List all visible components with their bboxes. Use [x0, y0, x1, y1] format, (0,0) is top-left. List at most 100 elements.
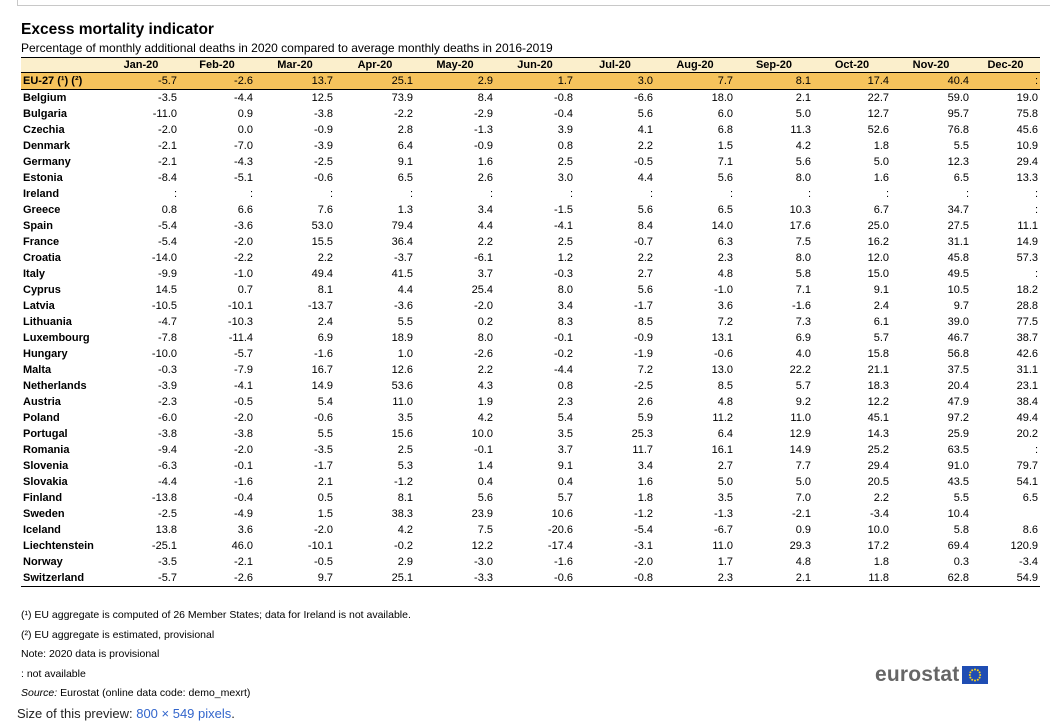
table-cell: -0.2 [394, 539, 413, 552]
table-cell: 21.1 [867, 363, 889, 376]
table-cell: 6.5 [953, 171, 969, 184]
table-cell: 5.5 [317, 427, 333, 440]
table-cell: -2.2 [394, 107, 413, 120]
table-cell: -3.1 [634, 539, 653, 552]
table-cell: 2.1 [317, 475, 333, 488]
table-cell: 8.1 [317, 283, 333, 296]
table-cell: -3.4 [870, 507, 889, 520]
table-cell: 0.9 [795, 523, 811, 536]
table-cell: 45.8 [947, 251, 969, 264]
table-cell: 12.2 [471, 539, 493, 552]
table-cell: 12.9 [789, 427, 811, 440]
table-cell: 6.7 [873, 203, 889, 216]
eurostat-logo: eurostat [875, 660, 989, 690]
table-cell: 13.3 [1016, 171, 1038, 184]
table-cell: -5.1 [234, 171, 253, 184]
table-cell: : [971, 72, 1040, 90]
table-cell: : [1034, 443, 1038, 456]
table-cell: -10.5 [151, 299, 177, 312]
country-name: Belgium [23, 91, 67, 104]
table-cell: -7.8 [158, 331, 177, 344]
table-cell: -3.3 [415, 570, 495, 587]
preview-size-line: Size of this preview: 800 × 549 pixels. [17, 706, 235, 721]
table-cell: -2.3 [158, 395, 177, 408]
table-cell: 2.8 [397, 123, 413, 136]
table-cell: 1.3 [397, 203, 413, 216]
table-cell: 0.9 [237, 107, 253, 120]
table-cell: 15.6 [391, 427, 413, 440]
country-name: Romania [23, 443, 70, 456]
table-cell: -3.5 [158, 91, 177, 104]
table-cell: -17.4 [547, 539, 573, 552]
table-cell: 0.0 [237, 123, 253, 136]
table-cell: 2.5 [557, 235, 573, 248]
table-cell: : [489, 187, 493, 200]
table-cell: -1.6 [792, 299, 811, 312]
table-cell: 6.9 [317, 331, 333, 344]
table-cell: 11.3 [790, 123, 811, 136]
country-name: Liechtenstein [23, 539, 94, 552]
table-cell: 15.0 [867, 267, 889, 280]
table-cell: 5.9 [637, 411, 653, 424]
table-cell: 11.1 [1017, 219, 1038, 232]
column-header: Jul-20 [575, 57, 655, 73]
footnote-2: (²) EU aggregate is estimated, provision… [21, 628, 215, 641]
table-cell: -4.3 [234, 155, 253, 168]
table-row: Denmark -2.1 -7.0 -3.9 6.4 -0.9 0.8 2.2 1.5 4.2 1.… [21, 138, 1040, 154]
table-cell: 8.6 [1022, 523, 1038, 536]
table-cell: -0.6 [495, 570, 575, 587]
table-cell: 2.2 [637, 139, 653, 152]
table-cell: 20.4 [947, 379, 969, 392]
table-cell: 4.4 [637, 171, 653, 184]
table-cell: 8.0 [795, 251, 811, 264]
table-cell: -2.6 [474, 347, 493, 360]
table-cell [971, 506, 1040, 522]
table-cell: 28.8 [1016, 299, 1038, 312]
table-cell: 1.0 [397, 347, 413, 360]
table-row: Italy -9.9 -1.0 49.4 41.5 3.7 -0.3 2.7 4.8 5.8 15.… [21, 266, 1040, 282]
table-cell: 6.5 [1022, 491, 1038, 504]
table-cell: -2.9 [474, 107, 493, 120]
table-cell: -2.0 [158, 123, 177, 136]
table-cell: 1.8 [873, 555, 889, 568]
footnotes: (¹) EU aggregate is computed of 26 Membe… [21, 606, 411, 704]
table-cell: 4.8 [717, 395, 733, 408]
table-cell: 91.0 [947, 459, 969, 472]
table-cell: 4.8 [795, 555, 811, 568]
table-cell: 4.1 [637, 123, 653, 136]
source-text: Eurostat (online data code: demo_mexrt) [57, 687, 251, 699]
table-cell: 17.6 [789, 219, 811, 232]
table-cell: 0.8 [557, 139, 573, 152]
table-cell: 8.3 [557, 315, 573, 328]
table-cell: 8.0 [795, 171, 811, 184]
table-cell: : [649, 187, 653, 200]
table-cell: 11.0 [712, 539, 733, 552]
preview-size-link[interactable]: 800 × 549 pixels [136, 706, 232, 721]
table-cell: 17.4 [813, 72, 891, 90]
table-cell: 18.9 [391, 331, 413, 344]
table-cell: 1.9 [477, 395, 493, 408]
footnote-not-available: : not available [21, 667, 86, 680]
table-cell: 3.4 [477, 203, 493, 216]
table-row: Hungary -10.0 -5.7 -1.6 1.0 -2.6 -0.2 -1.9 -0.6 4… [21, 346, 1040, 362]
table-cell: 14.3 [867, 427, 889, 440]
column-header: May-20 [415, 57, 495, 73]
table-cell: 2.5 [397, 443, 413, 456]
table-row: Slovenia -6.3 -0.1 -1.7 5.3 1.4 9.1 3.4 2.7 7.7 29… [21, 458, 1040, 474]
country-name: Netherlands [23, 379, 87, 392]
table-cell: -3.5 [158, 555, 177, 568]
table-row: Lithuania -4.7 -10.3 2.4 5.5 0.2 8.3 8.5 7.2 7.3 6… [21, 314, 1040, 330]
table-cell: -0.3 [158, 363, 177, 376]
table-cell: 16.1 [711, 443, 733, 456]
table-cell: 31.1 [947, 235, 969, 248]
table-cell: 0.5 [317, 491, 333, 504]
source-label: Source: [21, 687, 58, 699]
table-cell: 11.0 [790, 411, 811, 424]
table-row: Iceland 13.8 3.6 -2.0 4.2 7.5 -20.6 -5.4 -6.7 0.9… [21, 522, 1040, 538]
table-cell: -13.7 [307, 299, 333, 312]
table-cell: 5.0 [717, 475, 733, 488]
table-cell: 6.4 [717, 427, 733, 440]
table-cell: 1.8 [637, 491, 653, 504]
table-cell: 19.0 [1016, 91, 1038, 104]
table-cell: 2.2 [477, 235, 493, 248]
